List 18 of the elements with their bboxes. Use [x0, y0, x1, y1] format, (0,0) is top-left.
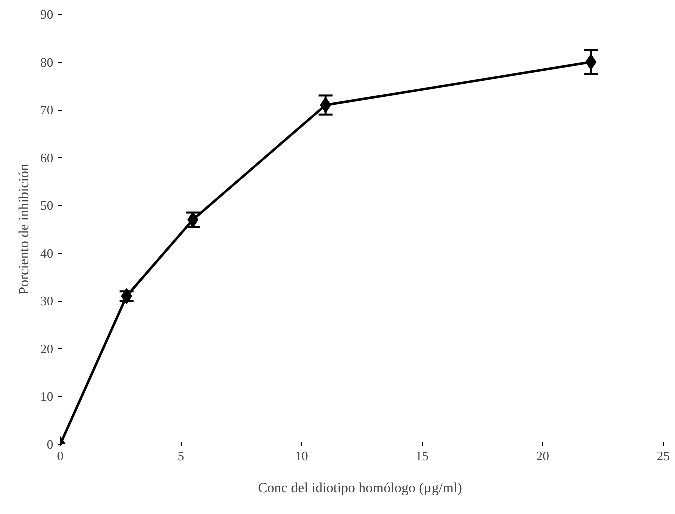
x-tick-label: 5: [178, 448, 184, 464]
y-tick-label: 0: [47, 437, 54, 452]
y-axis-title: Porciento de inhibición: [18, 164, 32, 295]
x-tick-label: 15: [416, 448, 429, 464]
y-tick-label: 90: [40, 7, 54, 22]
y-tick-label: 30: [40, 294, 54, 309]
y-tick-label: 50: [40, 198, 54, 214]
y-tick-label: 80: [40, 54, 54, 70]
y-tick-label: 60: [40, 150, 54, 166]
y-tick-label: 40: [40, 246, 54, 261]
y-tick-label: 10: [40, 389, 54, 404]
x-tick-label: 10: [295, 448, 308, 464]
x-tick-label: 0: [57, 448, 64, 464]
x-tick-label: 25: [657, 448, 670, 464]
y-tick-label: 70: [40, 102, 54, 118]
x-axis-title: Conc del idiotipo homólogo (µg/ml): [258, 482, 463, 496]
y-tick-label: 20: [40, 341, 54, 356]
x-tick-label: 20: [536, 448, 550, 464]
